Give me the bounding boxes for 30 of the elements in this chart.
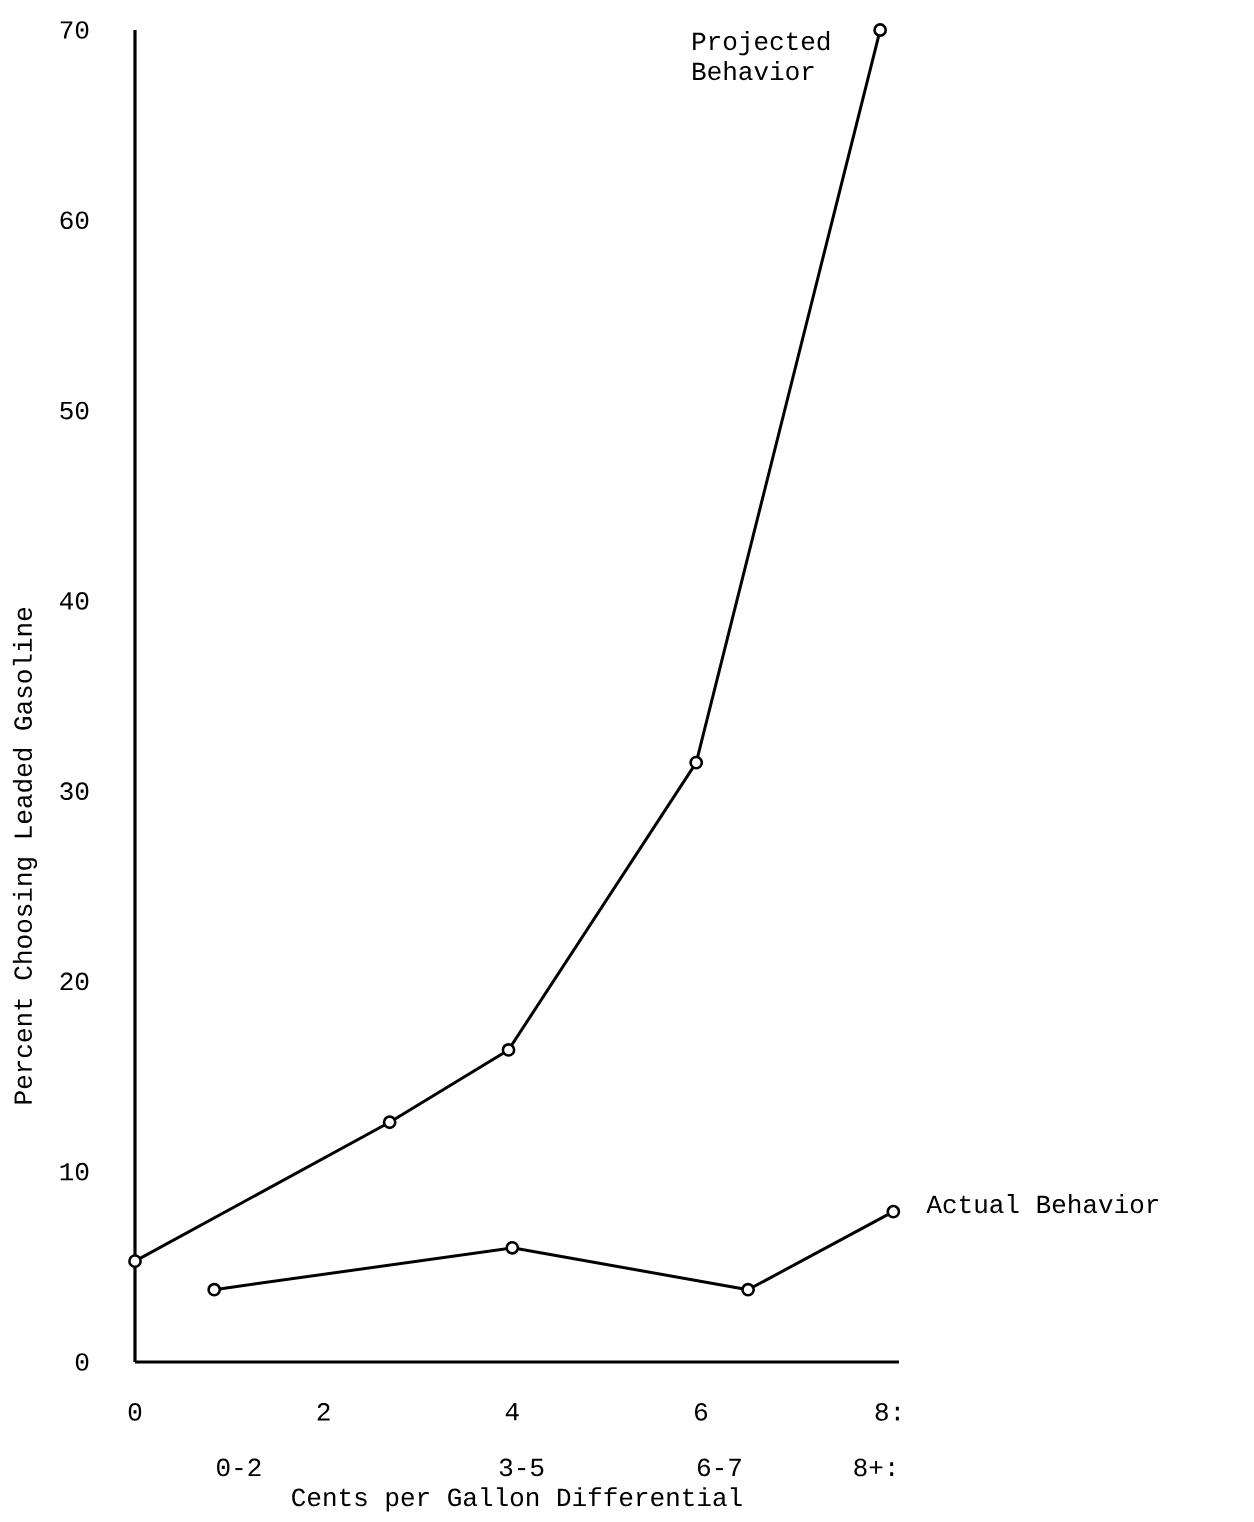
point [382,1115,397,1130]
x-tick-label: 6 [695,1403,708,1421]
point [505,1240,520,1255]
x-tick-label: 8: [875,1403,899,1421]
series-label: Actual Behavior [926,1194,1159,1214]
text: 6-7 [697,1458,741,1477]
y-tick-label: 40 [60,592,89,610]
point [689,755,704,770]
x-tick-label: 2 [317,1403,330,1421]
text: 3-5 [499,1458,544,1477]
y-tick-label: 60 [60,211,89,230]
point [501,1043,516,1057]
point [207,1282,222,1297]
x-tick-label: 0 [128,1403,142,1421]
point [873,23,888,37]
point [741,1282,755,1297]
y-tick-label: 70 [60,21,89,39]
point [886,1204,901,1219]
x-axis-title: Cents per Gallon Differential [292,1487,742,1512]
y-tick-label: 20 [60,972,89,991]
y-tick-label: 10 [60,1162,89,1181]
text: 0-2 [217,1458,261,1477]
series-label: Projected Behavior [693,31,830,81]
point [128,1254,142,1269]
text: 8+: [854,1458,894,1477]
y-tick-label: 30 [60,782,89,800]
y-tick-label: 50 [60,401,89,420]
x-tick-label: 4 [505,1403,519,1421]
y-axis-title: Percent Choosing Leaded Gasoline [12,607,38,1104]
y-tick-label: 0 [75,1353,89,1371]
